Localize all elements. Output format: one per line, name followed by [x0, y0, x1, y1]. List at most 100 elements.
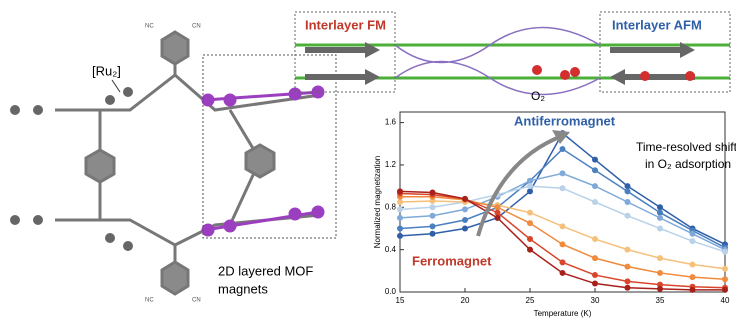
data-point [592, 280, 598, 287]
atom [105, 233, 115, 243]
group-label: CN [192, 298, 201, 304]
y-tick-label: 0.0 [385, 287, 397, 296]
data-point [397, 232, 403, 239]
caption: magnets [218, 281, 268, 296]
atom [10, 215, 20, 225]
afm-box [599, 11, 731, 93]
data-point [722, 265, 728, 272]
shift-annotation: Time-resolved shift [636, 140, 736, 154]
data-point [624, 188, 631, 195]
o2-molecule [685, 71, 695, 81]
y-tick-label: 1.2 [385, 160, 397, 169]
x-tick-label: 35 [656, 296, 665, 305]
data-point [397, 214, 403, 221]
data-point [494, 209, 501, 216]
group-label: NC [145, 298, 154, 304]
atom [123, 87, 133, 97]
x-tick-label: 25 [526, 296, 535, 305]
shift-annotation: in O₂ adsorption [645, 157, 731, 171]
data-point [559, 185, 566, 192]
data-point [657, 281, 663, 288]
fm-label: Interlayer FM [305, 17, 386, 32]
data-point [397, 199, 403, 205]
data-point [527, 183, 533, 190]
fm-box [294, 11, 396, 93]
y-tick-label: 0.4 [385, 245, 397, 254]
o2-molecule [640, 71, 650, 81]
data-point [559, 170, 566, 177]
group-label: CN [192, 24, 201, 30]
data-point [462, 225, 468, 232]
atom [123, 241, 133, 251]
data-point [624, 263, 631, 270]
data-point [592, 156, 598, 163]
data-point [592, 272, 598, 279]
atom [223, 93, 237, 107]
y-axis-label: Normalized magnetization [373, 156, 382, 249]
data-point [559, 241, 566, 248]
data-point [689, 238, 696, 245]
data-point [592, 255, 598, 262]
data-point [527, 177, 533, 184]
atom [201, 223, 215, 237]
atom [33, 215, 43, 225]
ring [160, 30, 190, 66]
data-point [657, 204, 663, 211]
fm-annotation: Ferromagnet [412, 253, 492, 268]
data-point [657, 285, 663, 292]
caption: 2D layered MOF [218, 263, 313, 278]
x-tick-label: 15 [396, 296, 405, 305]
schematic: Interlayer FM Interlayer AFM O₂ [294, 11, 731, 103]
data-point [429, 223, 436, 230]
atom [10, 105, 20, 115]
atom [33, 105, 43, 115]
atom [223, 219, 237, 233]
data-point [494, 214, 501, 221]
data-point [657, 225, 663, 232]
spin-arrow [305, 69, 380, 85]
data-point [624, 183, 631, 190]
data-point [559, 223, 566, 230]
data-point [527, 220, 533, 227]
data-point [689, 274, 696, 281]
o2-label: O₂ [531, 89, 545, 103]
data-point [429, 204, 436, 211]
data-point [624, 278, 631, 285]
data-point [624, 246, 631, 253]
mof-diagram [55, 30, 321, 296]
data-point [722, 276, 728, 283]
data-point [722, 286, 728, 293]
data-point [722, 248, 728, 255]
selection-box [202, 54, 337, 239]
x-tick-label: 40 [721, 296, 730, 305]
x-axis-label: Temperature (K) [534, 309, 592, 318]
ru-atoms [10, 87, 133, 251]
data-point [429, 189, 436, 196]
o2-molecule [532, 65, 542, 75]
o2-molecule [570, 67, 580, 77]
bond [174, 73, 321, 112]
ring [84, 148, 116, 184]
data-point [527, 188, 533, 195]
afm-label: Interlayer AFM [612, 17, 702, 32]
data-point [527, 246, 533, 253]
data-point [397, 188, 403, 195]
o2-molecule [560, 70, 570, 80]
x-tick-label: 20 [461, 296, 470, 305]
data-point [429, 197, 436, 204]
bond [55, 218, 177, 280]
data-point [592, 167, 598, 174]
x-tick-label: 30 [591, 296, 600, 305]
data-point [657, 269, 663, 276]
data-point [657, 209, 663, 216]
data-point [429, 230, 436, 237]
data-point [657, 214, 663, 221]
data-point [624, 199, 631, 205]
data-point [527, 209, 533, 216]
y-tick-label: 1.6 [385, 118, 397, 127]
leader [111, 79, 121, 93]
data-point [559, 259, 566, 266]
data-point [689, 286, 696, 293]
data-point [559, 269, 566, 276]
